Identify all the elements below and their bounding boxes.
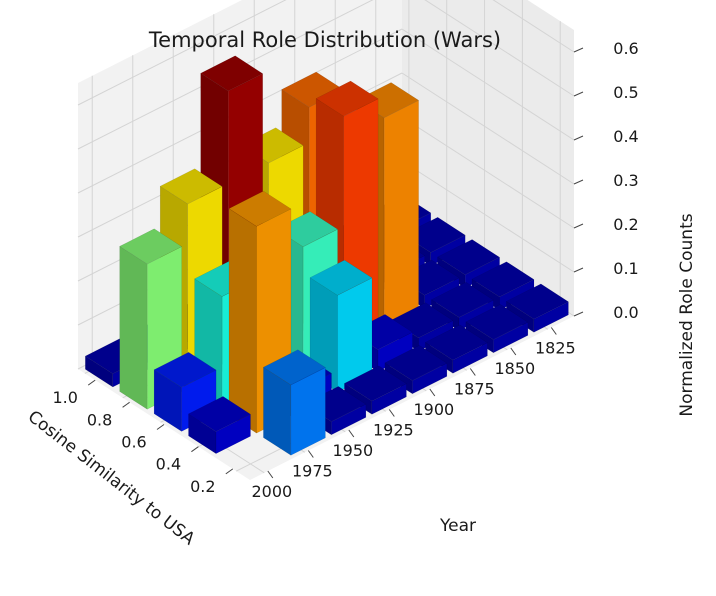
x-axis-label: Year: [439, 516, 476, 536]
bar-top-face: [159, 168, 223, 205]
z-tick-mark: [573, 311, 584, 317]
grid-line: [492, 0, 575, 53]
z-tick-label: 0.0: [613, 303, 638, 322]
bar-top-face: [200, 55, 264, 92]
bar-top-face: [437, 239, 501, 275]
x-tick-label: 1925: [373, 420, 414, 439]
x-tick-mark: [267, 470, 274, 479]
z-tick-label: 0.4: [613, 127, 638, 146]
z-tick-label: 0.5: [613, 83, 638, 102]
side-pane: [402, 0, 574, 316]
grid-line: [424, 0, 575, 97]
grid-line: [77, 0, 287, 106]
bar-top-face: [153, 351, 217, 388]
x-tick-label: 1975: [292, 461, 333, 480]
z-tick-label: 0.2: [613, 215, 638, 234]
z-tick-label: 0.6: [613, 39, 638, 58]
grid-line: [401, 160, 575, 273]
x-tick-label: 1875: [454, 379, 495, 398]
y-tick-mark: [87, 379, 96, 386]
x-tick-mark: [307, 450, 314, 458]
y-tick-label: 0.2: [190, 477, 215, 496]
z-tick-mark: [573, 135, 584, 141]
x-tick-label: 1900: [413, 400, 454, 419]
y-tick-label: 1.0: [52, 388, 77, 407]
z-tick-label: 0.3: [613, 171, 638, 190]
bar: [262, 349, 326, 456]
bar-top-face: [187, 396, 252, 432]
x-tick-mark: [348, 429, 355, 438]
y-tick-label: 0.8: [87, 410, 112, 429]
z-tick-mark: [573, 223, 584, 229]
x-tick-mark: [469, 368, 476, 376]
y-tick-label: 0.6: [121, 433, 146, 452]
bar-side-face: [228, 208, 257, 434]
z-axis-label: Normalized Role Counts: [677, 213, 697, 416]
bar-top-face: [430, 281, 495, 318]
x-tick-label: 2000: [251, 482, 292, 501]
grid-line: [401, 28, 575, 141]
bar-top-face: [465, 304, 529, 340]
grid-line: [401, 72, 575, 185]
x-tick-label: 1825: [535, 338, 576, 357]
bar-top-face: [471, 261, 535, 298]
z-tick-mark: [573, 91, 584, 97]
bar-top-face: [424, 324, 488, 361]
grid-line: [401, 116, 575, 229]
bar-top-face: [384, 345, 448, 381]
z-tick-label: 0.1: [613, 259, 638, 278]
y-tick-mark: [156, 424, 165, 430]
x-tick-mark: [429, 388, 436, 397]
bar-top-face: [262, 349, 326, 386]
bar: [187, 396, 252, 455]
x-tick-label: 1850: [494, 359, 535, 378]
y-tick-label: 0.4: [156, 455, 181, 474]
bar-top-face: [309, 259, 373, 296]
bar-top-face: [315, 80, 379, 117]
y-tick-mark: [191, 446, 199, 453]
z-tick-mark: [573, 267, 584, 273]
z-tick-mark: [573, 47, 584, 53]
y-tick-mark: [225, 468, 234, 475]
z-tick-mark: [573, 179, 584, 185]
x-tick-label: 1950: [332, 441, 373, 460]
bar-top-face: [119, 228, 183, 265]
bar-top-face: [505, 283, 569, 320]
bars: [84, 55, 569, 456]
x-tick-mark: [550, 327, 557, 335]
x-tick-mark: [388, 409, 395, 417]
bar-side-face: [119, 245, 148, 410]
y-tick-mark: [122, 401, 130, 408]
bar-front-face: [383, 99, 419, 330]
bar-top-face: [228, 190, 292, 227]
x-tick-mark: [510, 347, 517, 356]
bar-top-face: [343, 365, 407, 402]
chart-title: Temporal Role Distribution (Wars): [148, 28, 501, 52]
